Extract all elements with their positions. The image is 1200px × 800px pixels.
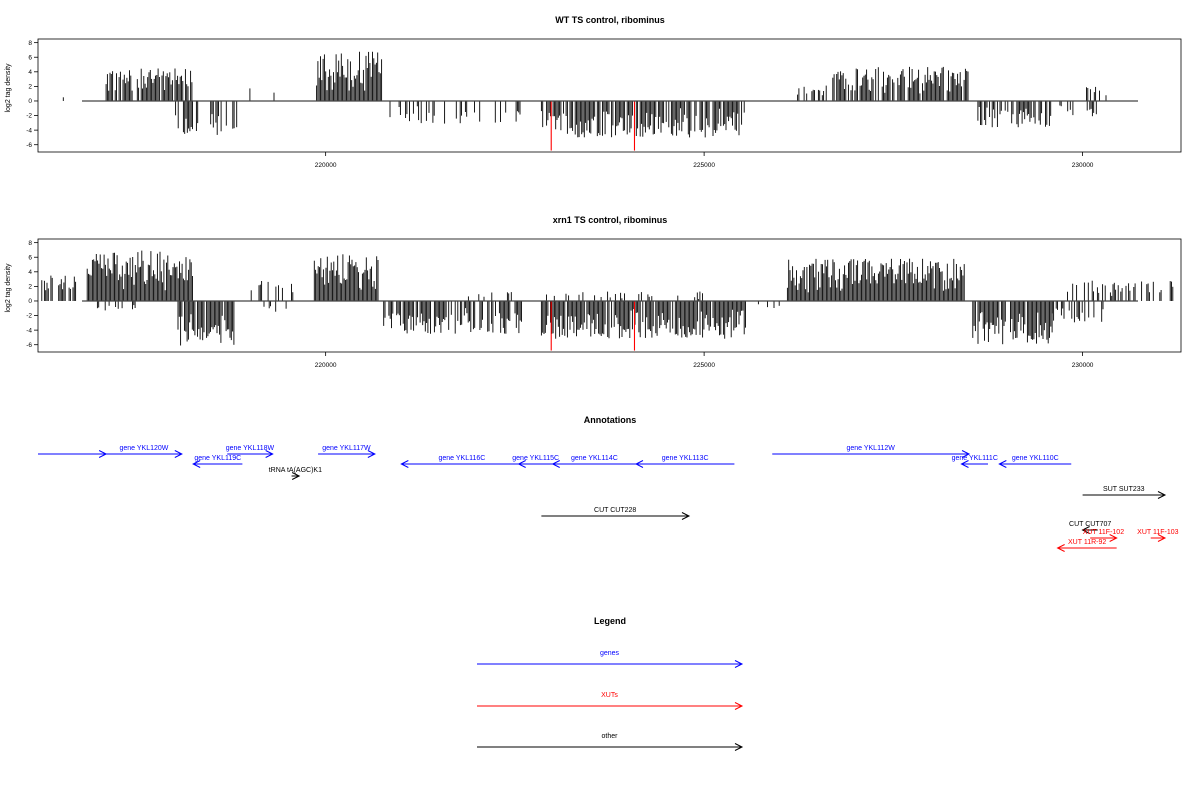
y-tick-label: 6 [28,254,32,261]
feature-arrowhead [961,450,971,458]
wt-density-panel: WT TS control, ribominus log2 tag densit… [5,15,1182,169]
y-axis-label-wt: log2 tag density [5,63,12,113]
feature-label: gene YKL116C [438,455,485,462]
feature-arrowhead [367,450,376,458]
legend-title: Legend [594,616,626,626]
legend-arrowhead [734,660,744,668]
feature-label: gene YKL118W [226,445,275,452]
feature-arrowhead [1109,534,1118,542]
feature-label: gene YKL111C [952,455,998,462]
feature-arrowhead [551,460,560,468]
y-tick-label: 0 [28,98,32,105]
feature-label: CUT CUT228 [594,507,636,514]
y-axis-label-xrn1: log2 tag density [5,263,12,313]
feature-arrowhead [681,512,691,520]
y-tick-label: 2 [28,284,32,291]
feature-label: gene YKL120W [120,445,169,452]
annotations-title: Annotations [584,415,637,425]
legend-items: genes XUTs other [477,650,744,751]
legend-arrowhead [734,743,744,751]
plot-frame [37,38,1182,153]
feature-arrowhead [960,460,969,468]
feature-label: XUT 11F-102 [1083,529,1124,536]
wt-bars [62,51,1107,151]
feature-arrowhead [1157,534,1167,542]
xrn1-density-panel: xrn1 TS control, ribominus log2 tag dens… [5,215,1182,369]
feature-label: gene YKL117W [322,445,371,452]
y-tick-label: 8 [28,40,32,47]
y-tick-label: 4 [28,69,32,76]
y-tick-label: 8 [28,240,32,247]
legend-arrowhead [734,702,744,710]
feature-label: CUT CUT707 [1069,521,1111,528]
panel-title-xrn1: xrn1 TS control, ribominus [553,215,668,225]
feature-arrowhead [174,450,183,458]
feature-arrowhead [998,460,1007,468]
feature-label: XUT 11F-103 [1137,529,1178,536]
y-tick-label: -6 [26,142,32,149]
feature-arrowhead [1056,544,1065,552]
y-tick-label: -6 [26,342,32,349]
feature-label: SUT SUT233 [1103,486,1145,493]
feature-arrowhead [1081,526,1090,534]
panel-title-wt: WT TS control, ribominus [555,15,665,25]
x-tick-label: 230000 [1072,362,1094,369]
feature-label: gene YKL112W [846,445,895,452]
y-tick-label: 4 [28,269,32,276]
x-tick-label: 225000 [693,362,715,369]
feature-label: gene YKL114C [571,455,618,462]
feature-label: gene YKL115C [512,455,559,462]
x-tick-label: 225000 [693,162,715,169]
feature-arrowhead [634,460,644,468]
y-tick-label: 0 [28,298,32,305]
legend-label: other [602,733,619,740]
annotation-features: gene YKL120W gene YKL119C gene YKL118W tRNA… [38,445,1179,552]
y-tick-label: -2 [26,113,32,120]
feature-label: tRNA tA(AGC)K1 [269,467,322,474]
y-tick-label: -4 [26,127,32,134]
feature-label: gene YKL113C [662,455,709,462]
feature-arrowhead [291,472,301,480]
xrn1-axes: 8 6 4 2 0 -2 -4 -6 220000 225000 230000 [26,238,1182,369]
legend: Legend genes XUTs other [477,616,744,751]
x-tick-label: 230000 [1072,162,1094,169]
y-tick-label: -2 [26,313,32,320]
legend-label: genes [600,650,620,657]
feature-label: gene YKL119C [194,455,241,462]
y-tick-label: 2 [28,84,32,91]
feature-arrowhead [192,460,201,468]
wt-axes: 8 6 4 2 0 -2 -4 -6 220000 225000 230000 [26,38,1182,169]
x-tick-label: 220000 [315,362,337,369]
legend-label: XUTs [601,692,618,699]
feature-arrowhead [400,460,409,468]
plot-frame [37,238,1182,353]
feature-arrowhead [517,460,526,468]
feature-label: XUT 11R-92 [1068,539,1106,546]
y-tick-label: 6 [28,54,32,61]
feature-arrowhead [265,450,274,458]
xrn1-bars [41,250,1174,351]
y-tick-label: -4 [26,327,32,334]
feature-label: gene YKL110C [1012,455,1059,462]
x-tick-label: 220000 [315,162,337,169]
feature-arrowhead [1157,491,1167,499]
